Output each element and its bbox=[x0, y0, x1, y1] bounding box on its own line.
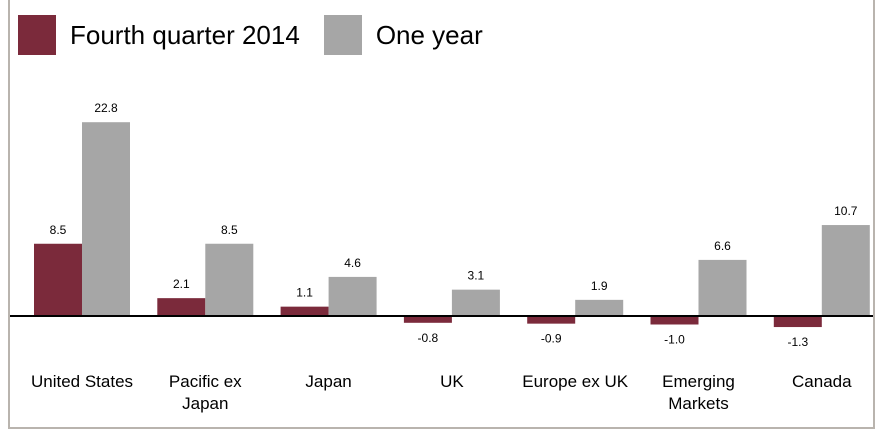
bar-one-year bbox=[205, 243, 254, 316]
bar-fourth-quarter bbox=[34, 243, 82, 316]
legend-label-fourth-quarter: Fourth quarter 2014 bbox=[70, 19, 300, 50]
data-label: 8.5 bbox=[221, 223, 238, 237]
category-label-line: Europe ex UK bbox=[522, 372, 628, 391]
data-label: 4.6 bbox=[344, 256, 361, 270]
category-label-line: Markets bbox=[668, 394, 728, 413]
category-label-line: Canada bbox=[792, 372, 852, 391]
bar-fourth-quarter bbox=[280, 306, 329, 316]
chart-frame bbox=[8, 0, 875, 429]
data-label: 22.8 bbox=[94, 101, 118, 115]
data-label: -0.9 bbox=[541, 332, 562, 346]
category-label: UK bbox=[440, 372, 464, 391]
bar-fourth-quarter bbox=[527, 316, 576, 324]
category-label-line: Emerging bbox=[662, 372, 735, 391]
data-label: 3.1 bbox=[468, 269, 485, 283]
legend-label-one-year: One year bbox=[375, 19, 483, 50]
category-label: Canada bbox=[792, 372, 852, 391]
data-label: 10.7 bbox=[834, 204, 858, 218]
legend-swatch-fourth-quarter bbox=[18, 15, 56, 55]
category-label-line: UK bbox=[440, 372, 464, 391]
bar-one-year bbox=[451, 289, 500, 316]
category-label-line: Japan bbox=[305, 372, 351, 391]
legend-swatch-one-year bbox=[323, 15, 362, 55]
bar-fourth-quarter bbox=[403, 316, 452, 323]
data-label: 1.9 bbox=[591, 279, 608, 293]
legend-item-fourth-quarter: Fourth quarter 2014 bbox=[18, 15, 300, 55]
data-label: -1.3 bbox=[787, 335, 808, 349]
category-label: United States bbox=[31, 372, 133, 391]
data-label: 8.5 bbox=[50, 223, 67, 237]
data-label: -0.8 bbox=[418, 331, 439, 345]
bar-one-year bbox=[821, 225, 870, 316]
data-label: 6.6 bbox=[714, 239, 731, 253]
bar-one-year bbox=[82, 122, 130, 316]
bar-fourth-quarter bbox=[157, 298, 206, 316]
data-label: 2.1 bbox=[173, 277, 190, 291]
bar-one-year bbox=[698, 259, 747, 316]
data-label: 1.1 bbox=[296, 286, 313, 300]
bar-fourth-quarter bbox=[773, 316, 822, 328]
category-label-line: Pacific ex bbox=[169, 372, 242, 391]
category-label-line: United States bbox=[31, 372, 133, 391]
bar-fourth-quarter bbox=[650, 316, 699, 325]
data-label: -1.0 bbox=[664, 333, 685, 347]
category-label-line: Japan bbox=[182, 394, 228, 413]
category-label: Europe ex UK bbox=[522, 372, 628, 391]
legend-item-one-year: One year bbox=[323, 15, 483, 55]
category-label: Pacific ex Japan bbox=[169, 372, 242, 413]
legend: Fourth quarter 2014 One year bbox=[18, 14, 507, 56]
bar-one-year bbox=[575, 299, 624, 316]
bar-one-year bbox=[328, 276, 377, 316]
category-label: Emerging Markets bbox=[662, 372, 735, 413]
category-label: Japan bbox=[305, 372, 351, 391]
